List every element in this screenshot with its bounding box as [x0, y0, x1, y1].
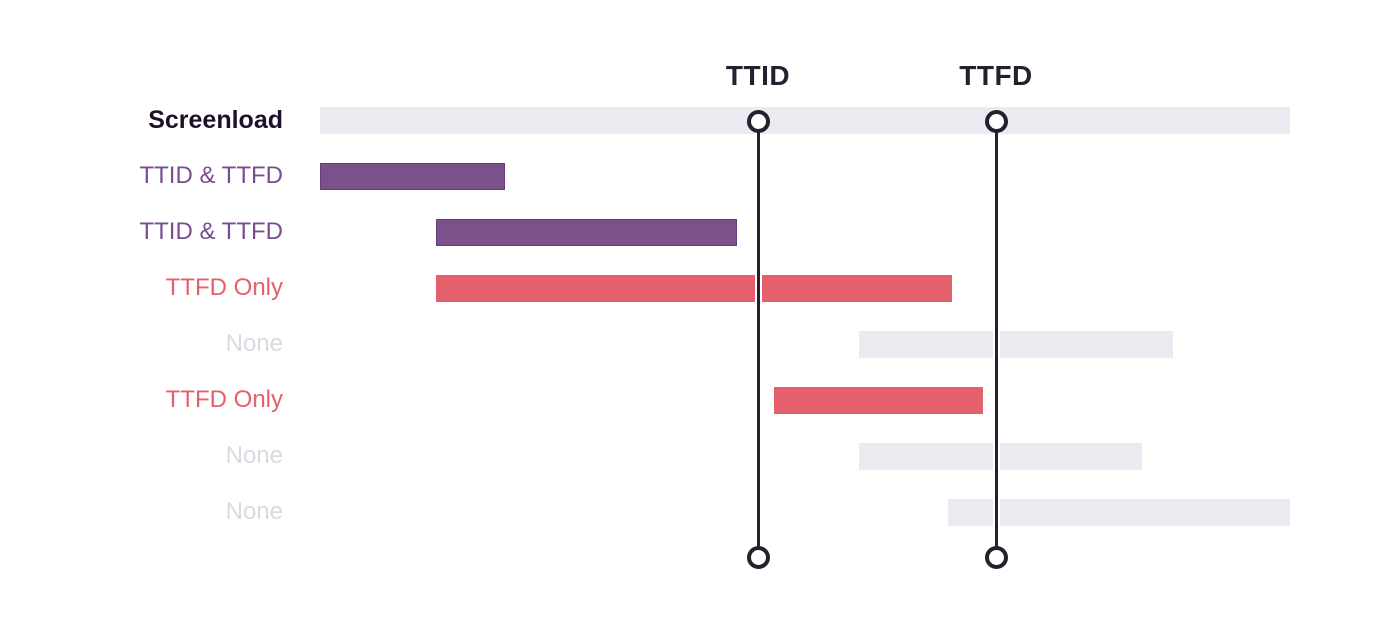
row-label-none-6: None — [225, 442, 283, 469]
span-bar-purple-1 — [320, 162, 505, 190]
marker-circle-ttfd-top — [984, 109, 1008, 133]
row-label-ttid-ttfd-1: TTID & TTFD — [139, 162, 283, 189]
row-label-ttid-ttfd-2: TTID & TTFD — [139, 218, 283, 245]
span-bar-track-7 — [948, 498, 1290, 526]
row-label-screenload-0: Screenload — [148, 106, 283, 134]
span-bar-red-5 — [774, 386, 983, 414]
marker-line-ttid — [756, 121, 760, 557]
span-bar-track-6 — [859, 442, 1142, 470]
marker-label-ttid: TTID — [725, 60, 791, 91]
span-bar-purple-2 — [436, 218, 737, 246]
marker-label-ttfd: TTFD — [959, 60, 1033, 91]
marker-circle-ttid-top — [746, 109, 770, 133]
row-label-none-4: None — [225, 330, 283, 357]
row-label-none-7: None — [225, 498, 283, 525]
span-bar-red-3 — [436, 274, 952, 302]
row-label-ttfd-only-5: TTFD Only — [165, 386, 283, 413]
marker-circle-ttid-bottom — [746, 545, 770, 569]
marker-line-ttfd — [994, 121, 998, 557]
row-label-ttfd-only-3: TTFD Only — [165, 274, 283, 301]
span-bar-track-4 — [859, 330, 1173, 358]
span-bar-track-0 — [320, 106, 1290, 134]
marker-circle-ttfd-bottom — [984, 545, 1008, 569]
